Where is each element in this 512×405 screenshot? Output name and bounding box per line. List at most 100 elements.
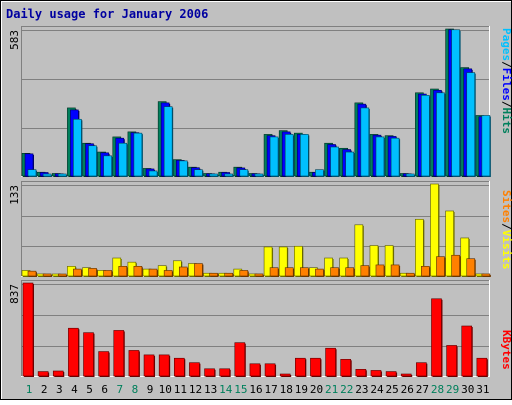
bar-pages-day-29	[451, 29, 460, 177]
bar-kbytes-day-30	[461, 325, 473, 377]
bar-kbytes-day-20	[310, 357, 321, 377]
bar-visits-day-22	[339, 257, 349, 277]
x-tick-label-25: 25	[386, 383, 399, 396]
bar-sites-day-1	[27, 270, 37, 277]
bar-pages-day-20	[315, 169, 324, 177]
bar-sites-day-15	[239, 270, 249, 277]
x-tick-label-6: 6	[101, 383, 108, 396]
bar-pages-day-14	[224, 173, 233, 177]
bar-kbytes-day-12	[189, 362, 200, 377]
bar-sites-day-10	[163, 270, 173, 277]
bar-visits-day-27	[415, 218, 424, 277]
x-tick-label-27: 27	[416, 383, 429, 396]
y-axis-max-label: 133	[8, 185, 21, 205]
bar-sites-day-4	[73, 268, 82, 277]
bar-sites-day-11	[178, 266, 188, 277]
bar-pages-day-30	[466, 72, 476, 177]
legend-separator: /	[500, 223, 512, 230]
bar-pages-day-15	[239, 169, 249, 177]
bar-kbytes-day-28	[431, 298, 442, 377]
bar-kbytes-day-17	[264, 363, 276, 377]
bar-sites-day-23	[360, 265, 370, 277]
axis-legend: Sites/Visits	[500, 190, 512, 270]
bar-sites-day-7	[118, 266, 128, 277]
x-tick-label-31: 31	[476, 383, 489, 396]
axis-legend: KBytes	[500, 330, 512, 370]
bar-kbytes-day-16	[249, 363, 261, 377]
plot-area	[21, 181, 490, 277]
bar-kbytes-day-22	[340, 359, 352, 377]
bar-pages-day-22	[345, 151, 355, 177]
x-tick-label-15: 15	[234, 383, 247, 396]
bar-pages-day-13	[209, 173, 218, 177]
bar-pages-day-2	[42, 173, 52, 177]
axis-legend: Pages/Files/Hits	[500, 28, 512, 134]
x-tick-label-7: 7	[117, 383, 124, 396]
bar-kbytes-day-8	[128, 350, 140, 377]
bar-kbytes-day-13	[204, 368, 215, 377]
bar-sites-day-13	[209, 272, 218, 277]
legend-visits: Visits	[500, 230, 512, 270]
bar-kbytes-day-7	[113, 330, 125, 377]
x-tick-label-4: 4	[71, 383, 78, 396]
bar-sites-day-18	[284, 267, 294, 277]
bar-kbytes-day-11	[173, 357, 185, 377]
bar-pages-day-6	[103, 155, 112, 177]
bar-kbytes-day-31	[476, 357, 488, 377]
bar-sites-day-3	[57, 273, 67, 277]
bar-sites-day-12	[194, 263, 203, 277]
bar-pages-day-9	[148, 170, 158, 177]
x-tick-label-12: 12	[189, 383, 202, 396]
bar-visits-day-24	[369, 245, 379, 277]
y-axis-max-label: 837	[8, 284, 21, 304]
bar-visits-day-29	[445, 210, 454, 277]
x-tick-label-23: 23	[355, 383, 368, 396]
bar-kbytes-day-2	[37, 371, 49, 377]
x-tick-label-29: 29	[446, 383, 459, 396]
bar-sites-day-14	[224, 272, 233, 277]
bar-sites-day-9	[148, 268, 158, 277]
bar-visits-day-28	[430, 183, 439, 277]
x-tick-label-8: 8	[132, 383, 139, 396]
bar-visits-day-18	[278, 246, 288, 277]
bar-pages-day-28	[436, 92, 445, 177]
bar-pages-day-7	[118, 142, 128, 177]
x-tick-label-22: 22	[340, 383, 353, 396]
bar-pages-day-31	[481, 115, 491, 177]
bar-pages-day-1	[27, 169, 37, 177]
bar-pages-day-19	[300, 134, 309, 177]
bar-sites-day-5	[88, 268, 97, 277]
x-tick-label-17: 17	[265, 383, 278, 396]
bar-pages-day-23	[360, 107, 370, 177]
bar-sites-day-19	[300, 267, 309, 277]
bar-kbytes-day-4	[68, 327, 79, 377]
bar-pages-day-26	[405, 173, 415, 177]
bar-sites-day-29	[451, 254, 460, 277]
bar-visits-day-25	[384, 245, 394, 277]
bar-kbytes-day-14	[219, 368, 230, 377]
x-tick-label-26: 26	[401, 383, 414, 396]
bar-sites-day-31	[481, 273, 491, 277]
bar-sites-day-25	[390, 264, 400, 277]
chart-title: Daily usage for January 2006	[6, 7, 208, 21]
x-tick-label-16: 16	[249, 383, 262, 396]
bar-sites-day-24	[375, 264, 385, 277]
bar-kbytes-day-6	[98, 351, 109, 377]
bar-pages-day-5	[88, 145, 97, 177]
bar-pages-day-16	[254, 173, 264, 177]
bar-kbytes-day-24	[370, 370, 382, 377]
x-tick-label-24: 24	[370, 383, 384, 396]
bar-pages-day-11	[178, 160, 188, 177]
bar-kbytes-day-26	[400, 373, 412, 377]
bar-kbytes-day-25	[385, 371, 397, 377]
bar-sites-day-26	[405, 272, 415, 277]
bar-visits-day-30	[460, 237, 470, 277]
bar-sites-day-22	[345, 267, 355, 277]
legend-sites: Sites	[500, 190, 512, 223]
bar-pages-day-17	[269, 136, 279, 177]
bar-kbytes-day-1	[22, 282, 34, 377]
bar-sites-day-20	[315, 268, 324, 277]
bar-sites-day-6	[103, 270, 112, 277]
x-tick-label-20: 20	[310, 383, 323, 396]
